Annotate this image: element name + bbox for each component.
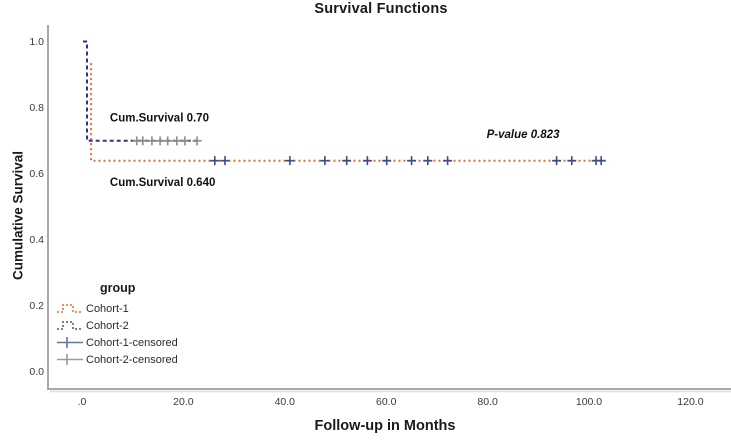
censor-mark-cohort-1-censored (362, 156, 372, 166)
y-tick-label: 0.4 (29, 234, 44, 247)
step-line-icon (56, 302, 84, 315)
plus-cross-sample (57, 354, 83, 365)
censor-mark-cohort-2-censored (155, 136, 165, 146)
step-line-sample (57, 321, 83, 330)
legend-item-label: Cohort-2-censored (86, 353, 178, 366)
chart-annotation: P-value 0.823 (487, 129, 560, 141)
censor-mark-cohort-1-censored (320, 156, 330, 166)
legend: group Cohort-1 Cohort-2 Cohort-1-censore… (56, 281, 178, 368)
step-line-sample (57, 304, 83, 313)
step-line-icon (56, 319, 84, 332)
chart-title: Survival Functions (314, 1, 448, 17)
legend-item-cohort-2: Cohort-2 (56, 317, 178, 334)
x-tick-label: 40.0 (274, 396, 295, 408)
legend-item-cohort-1: Cohort-1 (56, 300, 178, 317)
x-tick-label: 80.0 (477, 396, 498, 408)
censor-mark-cohort-1-censored (210, 156, 220, 166)
censor-mark-cohort-1-censored (407, 156, 417, 166)
plus-cross-icon (56, 353, 84, 366)
chart-annotation: Cum.Survival 0.70 (110, 113, 209, 125)
y-tick-label: 0.8 (29, 101, 44, 114)
legend-item-cohort-1-censored: Cohort-1-censored (56, 334, 178, 351)
series-path-cohort-1 (90, 63, 607, 162)
x-tick-label: .0 (77, 396, 87, 408)
censor-mark-cohort-1-censored (567, 156, 577, 166)
x-tick-label: 120.0 (677, 396, 704, 408)
censor-mark-cohort-1-censored (443, 156, 453, 166)
censor-mark-cohort-1-censored (423, 156, 433, 166)
censor-mark-cohort-2-censored (180, 136, 190, 146)
y-axis-title: Cumulative Survival (10, 150, 26, 281)
censor-mark-cohort-2-censored (163, 136, 173, 146)
chart-annotation: Cum.Survival 0.640 (110, 177, 215, 189)
censor-mark-cohort-1-censored (382, 156, 392, 166)
censor-mark-cohort-2-censored (147, 136, 157, 146)
y-tick-label: 1.0 (29, 35, 44, 48)
censor-mark-cohort-2-censored (192, 136, 202, 146)
legend-item-label: Cohort-2 (86, 319, 129, 332)
plus-cross-sample (57, 337, 83, 348)
censor-mark-cohort-1-censored (552, 156, 562, 166)
y-tick-label: 0.0 (29, 366, 44, 379)
legend-item-cohort-2-censored: Cohort-2-censored (56, 351, 178, 368)
censor-mark-cohort-2-censored (172, 136, 182, 146)
y-tick-label: 0.2 (29, 300, 44, 313)
censor-mark-cohort-1-censored (285, 156, 295, 166)
legend-item-label: Cohort-1 (86, 302, 129, 315)
y-tick-label: 0.6 (29, 167, 44, 180)
censor-mark-cohort-1-censored (220, 156, 230, 166)
x-tick-label: 60.0 (375, 396, 397, 408)
censor-mark-cohort-1-censored (342, 156, 352, 166)
legend-header: group (100, 281, 136, 295)
legend-item-label: Cohort-1-censored (86, 336, 178, 349)
x-tick-label: 20.0 (173, 396, 194, 408)
censor-mark-cohort-1-censored (596, 156, 606, 166)
x-tick-label: 100.0 (575, 396, 603, 408)
x-axis-title: Follow-up in Months (314, 418, 456, 434)
censor-mark-cohort-2-censored (138, 136, 148, 146)
plus-cross-icon (56, 336, 84, 349)
series-path-cohort-2 (83, 40, 201, 142)
